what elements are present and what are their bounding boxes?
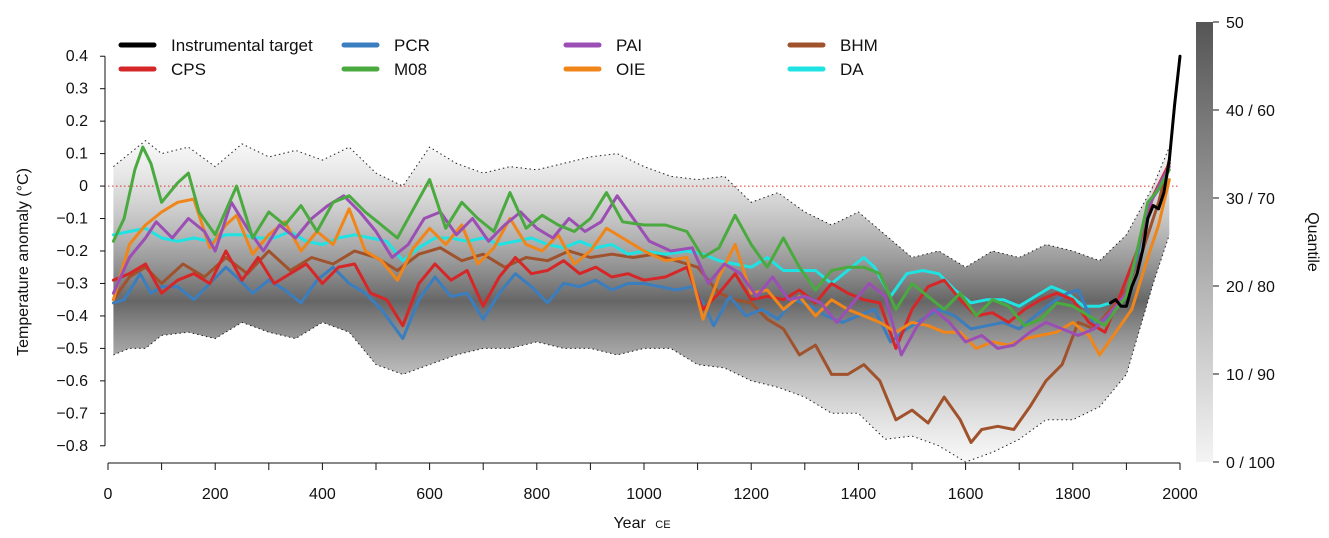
y-axis-title: Temperature anomaly (°C) bbox=[15, 168, 32, 356]
x-tick-label: 1200 bbox=[733, 486, 769, 503]
x-tick-label: 1800 bbox=[1055, 486, 1091, 503]
x-axis-title-main: Year bbox=[613, 515, 646, 532]
colorbar: 50 40 / 60 30 / 70 20 / 80 10 / 90 0 / 100 Qua… bbox=[1196, 15, 1321, 472]
series-line-instrumental-target bbox=[1108, 54, 1182, 308]
x-tick-label: 800 bbox=[523, 486, 550, 503]
y-tick-label: −0.3 bbox=[56, 275, 88, 292]
x-tick-label: 600 bbox=[416, 486, 443, 503]
legend-label-pcr: PCR bbox=[394, 36, 430, 55]
y-tick-label: 0.4 bbox=[66, 48, 88, 65]
series-line-pai bbox=[111, 165, 1171, 357]
legend: Instrumental target CPS PCR M08 PAI OIE BHM DA bbox=[118, 36, 878, 79]
colorbar-tick-label: 40 / 60 bbox=[1226, 103, 1275, 120]
x-axis-title: Year CE bbox=[613, 515, 670, 532]
x-axis-title-suffix: CE bbox=[655, 519, 670, 531]
y-tick-label: −0.2 bbox=[56, 243, 88, 260]
series-line-cps bbox=[111, 161, 1171, 350]
envelope-upper-bound bbox=[113, 139, 1170, 268]
axes: 0.4 0.3 0.2 0.1 0 −0.1 −0.2 −0.3 −0.4 −0.5 −0.6 −0.… bbox=[56, 48, 1197, 503]
legend-label-m08: M08 bbox=[394, 60, 427, 79]
x-tick-label: 1000 bbox=[626, 486, 662, 503]
y-tick-label: 0.3 bbox=[66, 81, 88, 98]
legend-label-oie: OIE bbox=[616, 60, 645, 79]
colorbar-gradient bbox=[1196, 22, 1213, 462]
legend-label-da: DA bbox=[840, 60, 864, 79]
legend-label-pai: PAI bbox=[616, 36, 642, 55]
colorbar-tick-label: 30 / 70 bbox=[1226, 191, 1275, 208]
y-tick-label: −0.7 bbox=[56, 405, 88, 422]
colorbar-tick-label: 20 / 80 bbox=[1226, 279, 1275, 296]
colorbar-tick-label: 0 / 100 bbox=[1226, 455, 1275, 472]
x-tick-label: 1400 bbox=[841, 486, 877, 503]
y-tick-label: −0.6 bbox=[56, 373, 88, 390]
series-line-m08 bbox=[111, 145, 1171, 328]
y-tick-label: −0.4 bbox=[56, 308, 88, 325]
colorbar-title: Quantile bbox=[1304, 212, 1321, 272]
x-tick-label: 2000 bbox=[1162, 486, 1198, 503]
y-tick-label: 0.2 bbox=[66, 113, 88, 130]
y-tick-label: −0.5 bbox=[56, 340, 88, 357]
legend-label-instrumental-target: Instrumental target bbox=[171, 36, 313, 55]
x-tick-label: 0 bbox=[104, 486, 113, 503]
x-tick-label: 400 bbox=[309, 486, 336, 503]
x-tick-label: 200 bbox=[202, 486, 229, 503]
y-tick-label: 0 bbox=[79, 178, 88, 195]
x-tick-label: 1600 bbox=[948, 486, 984, 503]
legend-label-cps: CPS bbox=[171, 60, 206, 79]
series-lines bbox=[111, 54, 1182, 444]
y-tick-label: −0.8 bbox=[56, 438, 88, 455]
y-tick-label: 0.1 bbox=[66, 146, 88, 163]
colorbar-tick-label: 50 bbox=[1226, 15, 1244, 32]
colorbar-tick-label: 10 / 90 bbox=[1226, 367, 1275, 384]
legend-label-bhm: BHM bbox=[840, 36, 878, 55]
y-tick-label: −0.1 bbox=[56, 211, 88, 228]
